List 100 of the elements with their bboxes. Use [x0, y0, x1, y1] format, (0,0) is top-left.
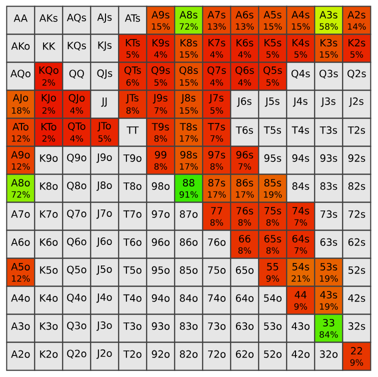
annotation: 72o [208, 350, 226, 358]
annotation: 85s [264, 178, 282, 187]
data-label: 15% [180, 51, 198, 58]
annotation: 65o [236, 266, 254, 274]
annotation: J8o [96, 181, 112, 191]
annotation: A7o [11, 210, 30, 218]
annotation: 93o [152, 322, 170, 330]
annotation: KJo [42, 94, 56, 104]
annotation: 54s [292, 263, 310, 270]
annotation: Q2o [67, 350, 86, 358]
annotation: 94o [152, 294, 170, 302]
annotation: J3s [320, 97, 336, 107]
data-label: 17% [208, 191, 226, 198]
annotation: 63o [236, 322, 254, 330]
annotation: JTo [97, 122, 111, 132]
data-label: 13% [236, 23, 254, 30]
annotation: 76s [236, 206, 254, 215]
annotation: 84o [180, 294, 198, 302]
data-label: 18% [12, 107, 30, 114]
annotation: 65s [264, 234, 282, 243]
annotation: Q4s [292, 70, 310, 78]
annotation: 86o [180, 238, 198, 246]
annotation: 53s [320, 262, 338, 271]
data-label: 15% [152, 23, 170, 30]
annotation: K2o [40, 350, 58, 358]
annotation: J5o [96, 265, 112, 275]
annotation: 76o [208, 238, 226, 246]
annotation: 95s [264, 154, 282, 162]
annotation: 86s [236, 178, 254, 187]
annotation: 83o [180, 322, 198, 330]
annotation: 92o [152, 350, 170, 358]
annotation: 96s [236, 150, 254, 159]
annotation: 66 [238, 234, 250, 243]
annotation: 85o [180, 266, 198, 274]
annotation: A9o [11, 150, 30, 159]
annotation: 93s [320, 154, 338, 162]
data-label: 8% [238, 247, 252, 254]
data-label: 2% [42, 107, 56, 114]
annotation: J4s [292, 97, 308, 107]
annotation: Q2s [348, 70, 366, 78]
annotation: J6s [236, 97, 252, 107]
data-label: 72% [12, 191, 30, 198]
data-label: 9% [294, 303, 308, 310]
annotation: 99 [154, 150, 166, 159]
data-label: 12% [12, 275, 30, 282]
annotation: Q9s [152, 66, 170, 76]
annotation: T7o [123, 210, 142, 218]
data-label: 5% [266, 79, 280, 86]
annotation: 95o [152, 266, 170, 274]
data-label: 5% [350, 51, 364, 58]
annotation: Q3s [320, 70, 338, 78]
annotation: 75s [264, 207, 282, 214]
data-label: 13% [208, 23, 226, 30]
annotation: Q8s [180, 66, 198, 76]
annotation: 84s [292, 182, 310, 190]
data-label: 19% [320, 303, 338, 310]
annotation: 62o [236, 350, 254, 358]
annotation: 44 [294, 291, 306, 298]
annotation: J2s [348, 97, 364, 107]
annotation: Q5o [67, 266, 86, 274]
data-label: 2% [42, 79, 56, 86]
annotation: T9o [123, 154, 142, 162]
annotation: 32o [320, 350, 338, 358]
data-label: 15% [292, 23, 310, 30]
annotation: 77 [211, 207, 222, 214]
annotation: 55 [267, 263, 278, 270]
data-label: 4% [70, 107, 84, 114]
annotation: J9o [96, 153, 112, 163]
annotation: 54o [264, 294, 282, 302]
annotation: 64s [292, 234, 310, 243]
annotation: A6s [236, 10, 254, 19]
annotation: T3o [123, 322, 142, 330]
annotation: Q7s [208, 66, 226, 76]
annotation: J5s [264, 97, 280, 107]
annotation: 87s [208, 178, 226, 187]
annotation: J8s [180, 94, 196, 104]
data-label: 6% [126, 79, 140, 86]
data-label: 4% [238, 51, 252, 58]
data-label: 84% [320, 331, 338, 338]
annotation: T6s [236, 126, 254, 134]
annotation: A3s [320, 10, 338, 19]
annotation: 75o [208, 266, 226, 274]
annotation: J7s [208, 94, 224, 104]
annotation: 98o [152, 182, 170, 190]
annotation: A6o [11, 238, 30, 246]
annotation: AQs [66, 14, 86, 22]
annotation: KQs [68, 42, 86, 50]
annotation: AQo [10, 70, 30, 78]
annotation: K6s [236, 38, 254, 47]
annotation: 52s [348, 266, 366, 274]
annotation: K2s [348, 38, 366, 47]
data-label: 5% [126, 51, 140, 58]
data-label: 9% [266, 275, 280, 282]
annotation: T9s [152, 122, 170, 131]
data-label: 7% [238, 163, 252, 170]
data-label: 4% [154, 51, 168, 58]
data-label: 5% [98, 135, 112, 142]
data-label: 15% [320, 51, 338, 58]
annotation: ATs [124, 14, 140, 22]
annotation: K4s [292, 39, 310, 46]
